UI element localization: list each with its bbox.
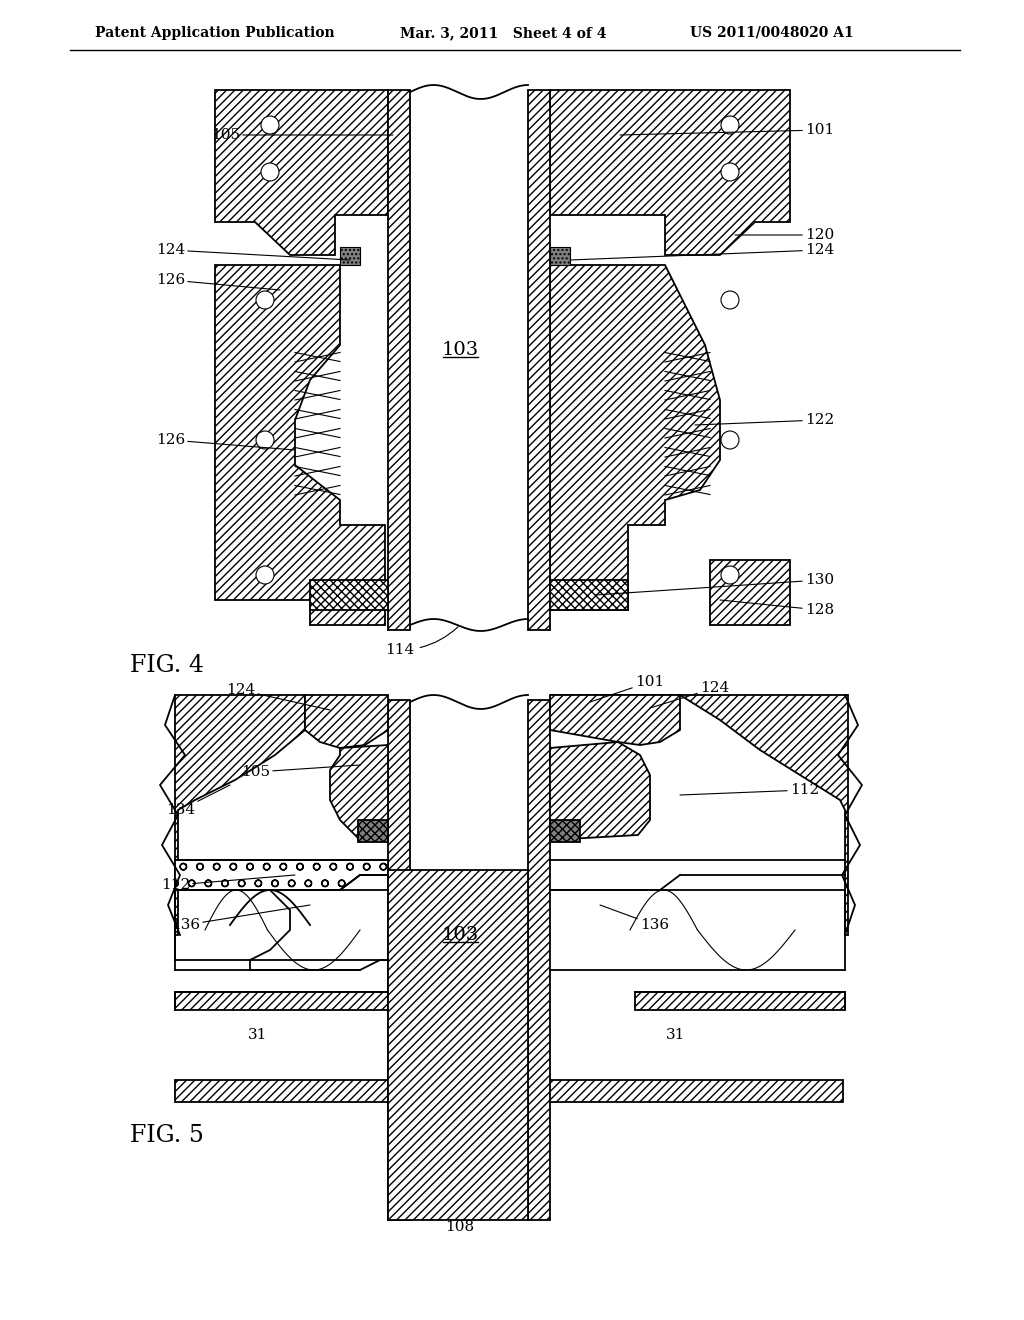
Bar [340, 247, 360, 265]
Text: Patent Application Publication: Patent Application Publication [95, 26, 335, 40]
Bar [310, 579, 388, 610]
Circle shape [721, 566, 739, 583]
Text: 108: 108 [445, 1220, 474, 1234]
Polygon shape [305, 696, 388, 748]
Bar [635, 993, 845, 1010]
Text: 136: 136 [171, 906, 310, 932]
Text: Mar. 3, 2011   Sheet 4 of 4: Mar. 3, 2011 Sheet 4 of 4 [400, 26, 606, 40]
Text: 103: 103 [441, 341, 478, 359]
Circle shape [256, 290, 274, 309]
Circle shape [261, 162, 279, 181]
Text: 112: 112 [680, 783, 819, 797]
Polygon shape [710, 560, 790, 624]
Circle shape [721, 432, 739, 449]
Bar [175, 993, 388, 1010]
Bar [175, 1080, 843, 1102]
Text: 105: 105 [211, 128, 393, 143]
Text: 126: 126 [156, 433, 295, 450]
Circle shape [261, 116, 279, 135]
Text: US 2011/0048020 A1: US 2011/0048020 A1 [690, 26, 854, 40]
Text: 124: 124 [156, 243, 350, 260]
Text: 112: 112 [161, 875, 295, 892]
Polygon shape [175, 861, 388, 890]
Polygon shape [175, 696, 305, 935]
Text: 114: 114 [385, 627, 458, 657]
Bar [388, 870, 528, 1220]
Text: 103: 103 [441, 927, 478, 944]
Text: 134: 134 [166, 785, 230, 817]
Text: 124: 124 [570, 243, 835, 260]
Circle shape [721, 290, 739, 309]
Text: 136: 136 [600, 906, 669, 932]
Polygon shape [550, 696, 680, 744]
Polygon shape [550, 742, 650, 840]
Bar [358, 820, 388, 842]
Polygon shape [550, 696, 848, 935]
Text: 105: 105 [241, 766, 360, 779]
Text: 128: 128 [720, 601, 835, 616]
Text: 130: 130 [595, 573, 835, 595]
Text: 126: 126 [156, 273, 280, 290]
Bar [550, 247, 570, 265]
Text: 124: 124 [225, 682, 330, 710]
Circle shape [721, 116, 739, 135]
Bar [550, 579, 628, 610]
Text: 31: 31 [667, 1028, 686, 1041]
Text: FIG. 5: FIG. 5 [130, 1123, 204, 1147]
Bar [528, 700, 550, 1220]
Polygon shape [550, 90, 790, 255]
Text: 122: 122 [695, 413, 835, 426]
Circle shape [721, 162, 739, 181]
Circle shape [256, 566, 274, 583]
Polygon shape [330, 744, 388, 840]
Text: 101: 101 [620, 123, 835, 137]
Polygon shape [550, 265, 720, 610]
Text: FIG. 4: FIG. 4 [130, 653, 204, 676]
Bar [528, 90, 550, 630]
Text: 31: 31 [248, 1028, 267, 1041]
Polygon shape [215, 265, 385, 624]
Polygon shape [215, 90, 388, 255]
Bar [550, 820, 580, 842]
Bar [388, 90, 410, 630]
Circle shape [256, 432, 274, 449]
Text: 120: 120 [735, 228, 835, 242]
Text: 101: 101 [590, 675, 665, 702]
Text: 124: 124 [650, 681, 729, 708]
Bar [388, 700, 410, 1220]
